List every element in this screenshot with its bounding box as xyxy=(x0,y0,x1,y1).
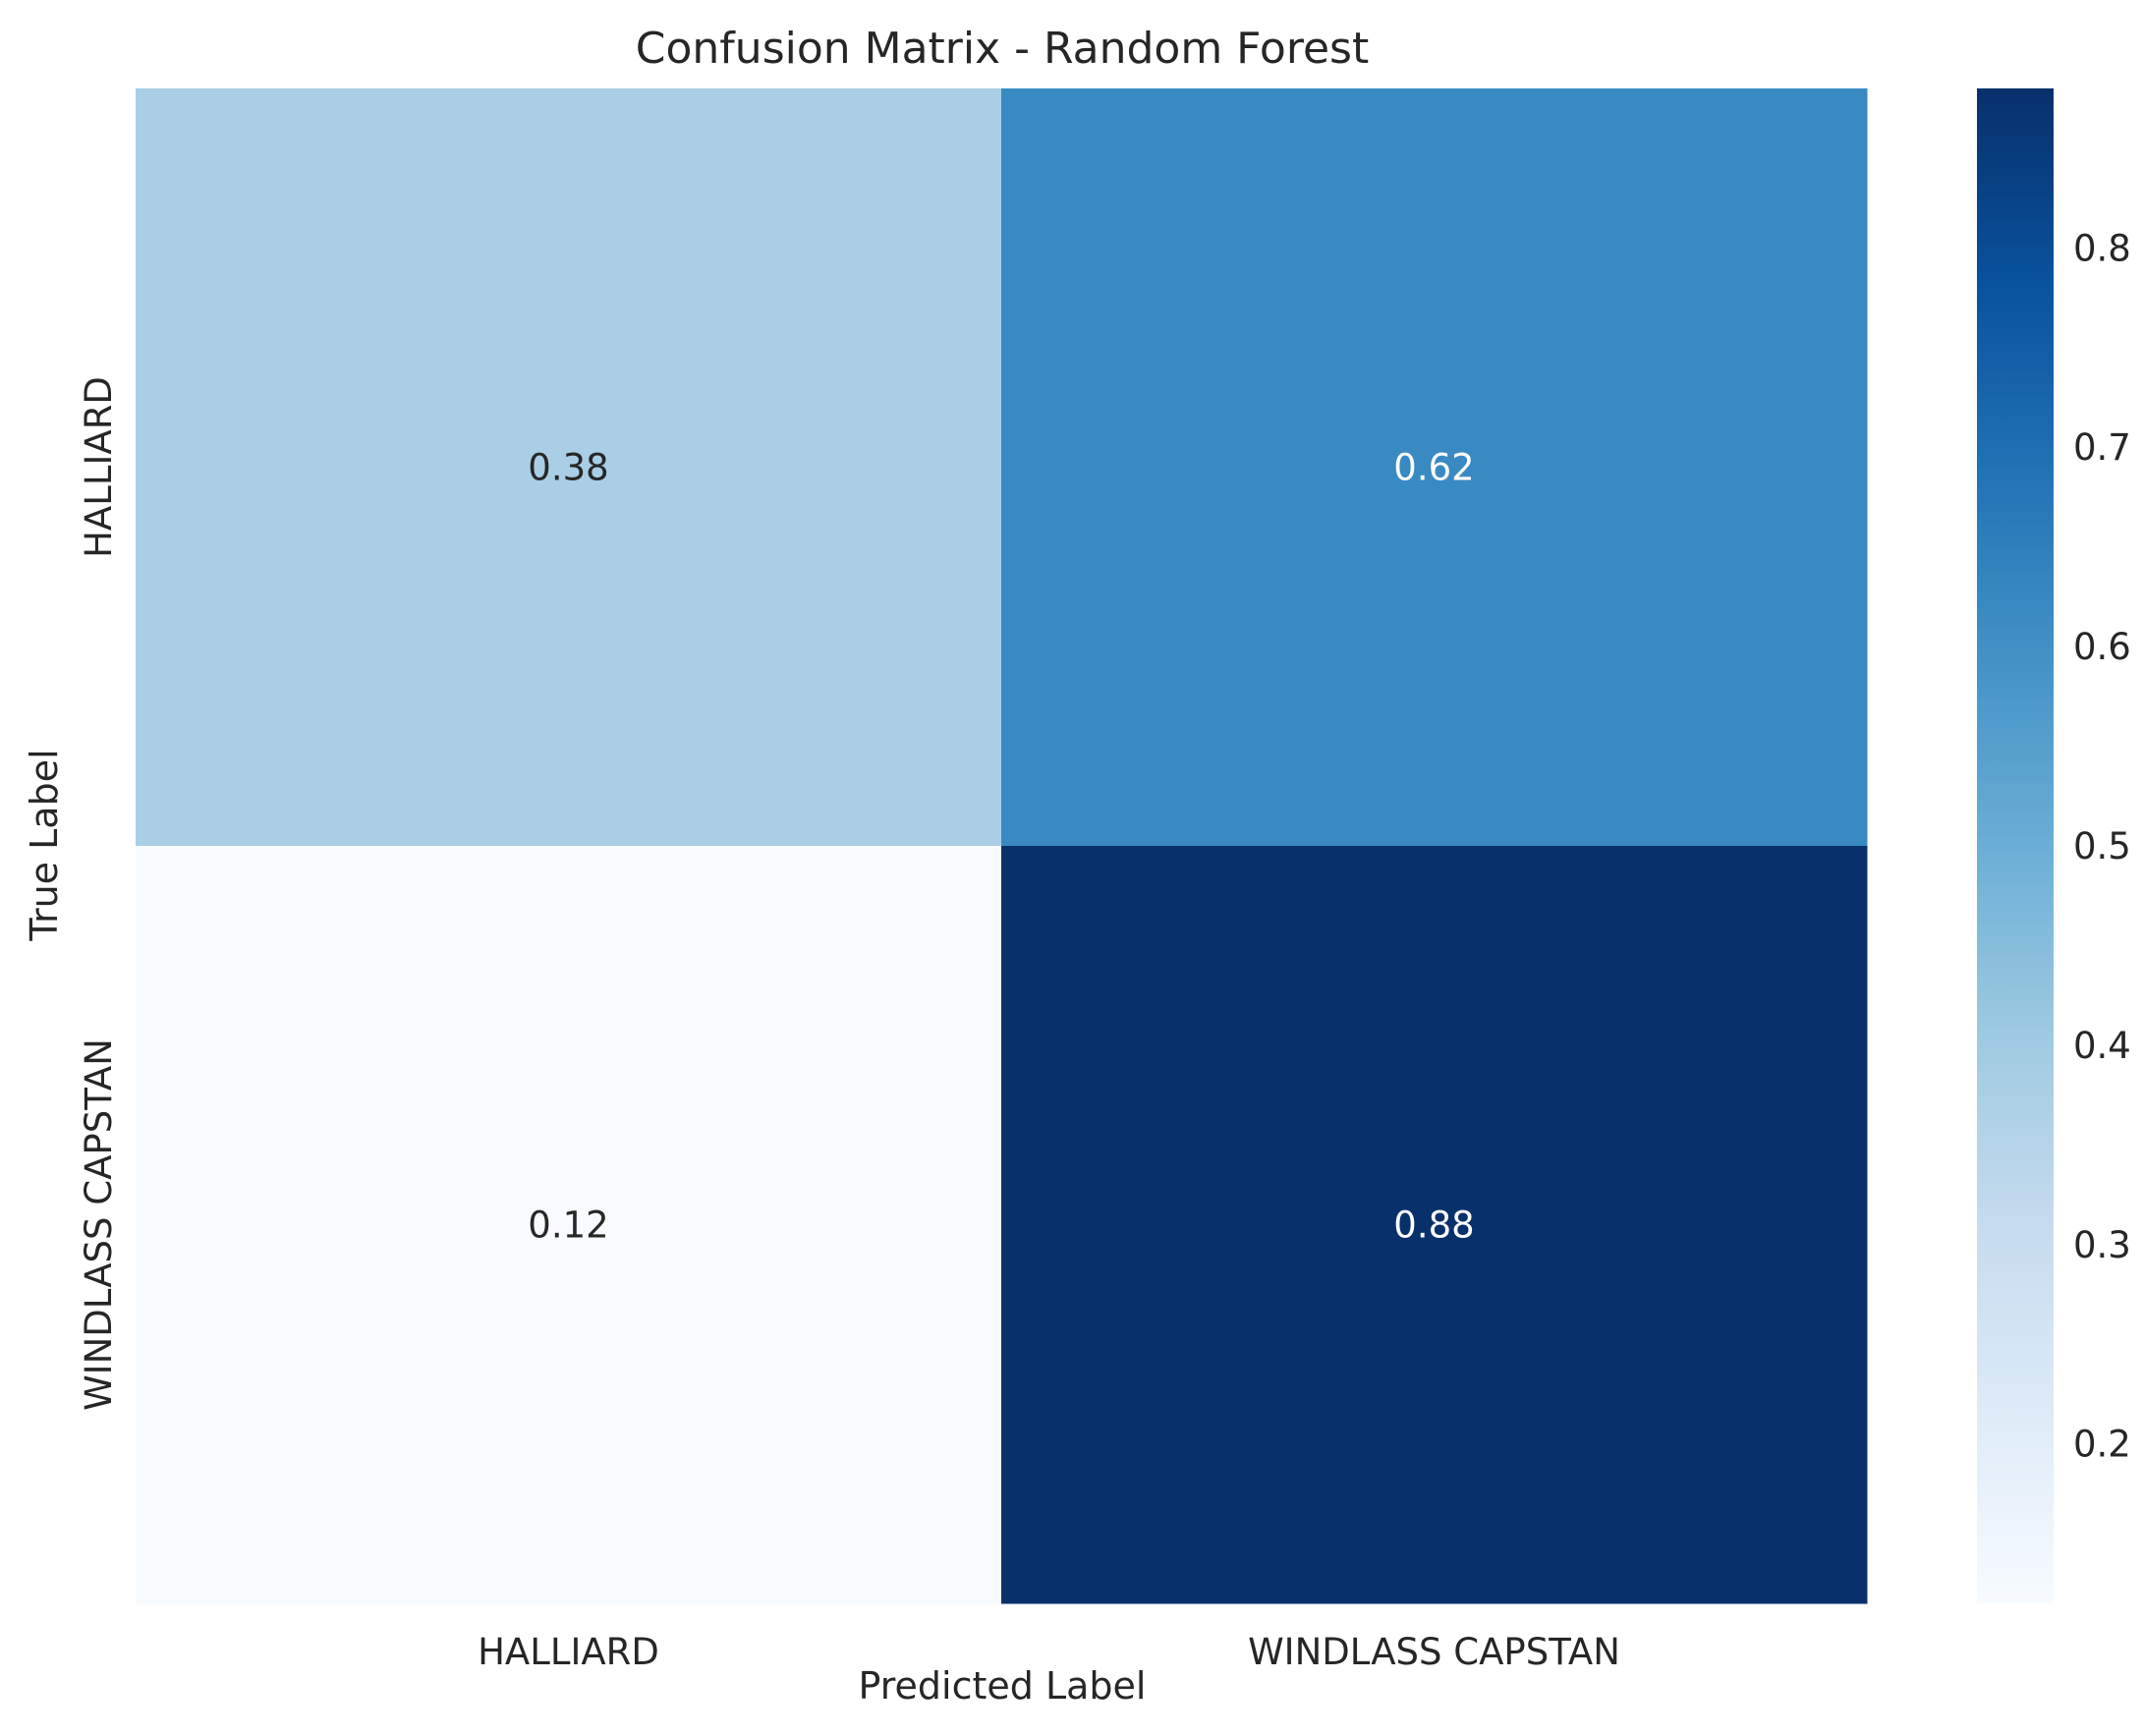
y-tick-labels: HALLIARD WINDLASS CAPSTAN xyxy=(78,376,120,1411)
cell-value-label: 0.88 xyxy=(1393,1204,1474,1247)
x-axis-label: Predicted Label xyxy=(859,1664,1147,1708)
colorbar-tick-label: 0.4 xyxy=(2073,1025,2131,1067)
y-tick-label: HALLIARD xyxy=(78,376,120,558)
heatmap-cell xyxy=(1001,846,1868,1604)
x-tick-label: HALLIARD xyxy=(478,1631,659,1673)
x-tick-label: WINDLASS CAPSTAN xyxy=(1248,1631,1620,1673)
colorbar-tick-label: 0.3 xyxy=(2073,1224,2131,1266)
colorbar-tick-label: 0.7 xyxy=(2073,426,2131,469)
chart-title: Confusion Matrix - Random Forest xyxy=(636,24,1369,74)
colorbar-tick-label: 0.6 xyxy=(2073,626,2131,668)
heatmap-cells: 0.38 0.62 0.12 0.88 xyxy=(136,88,1868,1604)
y-axis-label: True Label xyxy=(23,749,66,941)
colorbar: 0.2 0.3 0.4 0.5 0.6 0.7 0.8 xyxy=(1977,88,2131,1603)
heatmap-cell xyxy=(136,846,1002,1604)
y-tick-label: WINDLASS CAPSTAN xyxy=(78,1038,120,1411)
colorbar-gradient xyxy=(1977,88,2054,1603)
colorbar-tick-label: 0.5 xyxy=(2073,825,2131,868)
cell-value-label: 0.12 xyxy=(528,1204,608,1247)
cell-value-label: 0.62 xyxy=(1393,447,1474,489)
x-tick-labels: HALLIARD WINDLASS CAPSTAN xyxy=(478,1631,1620,1673)
colorbar-tick-label: 0.8 xyxy=(2073,227,2131,269)
heatmap-cell xyxy=(136,88,1002,847)
heatmap-cell xyxy=(1001,88,1868,847)
colorbar-tick-label: 0.2 xyxy=(2073,1424,2131,1466)
cell-value-label: 0.38 xyxy=(528,447,608,489)
